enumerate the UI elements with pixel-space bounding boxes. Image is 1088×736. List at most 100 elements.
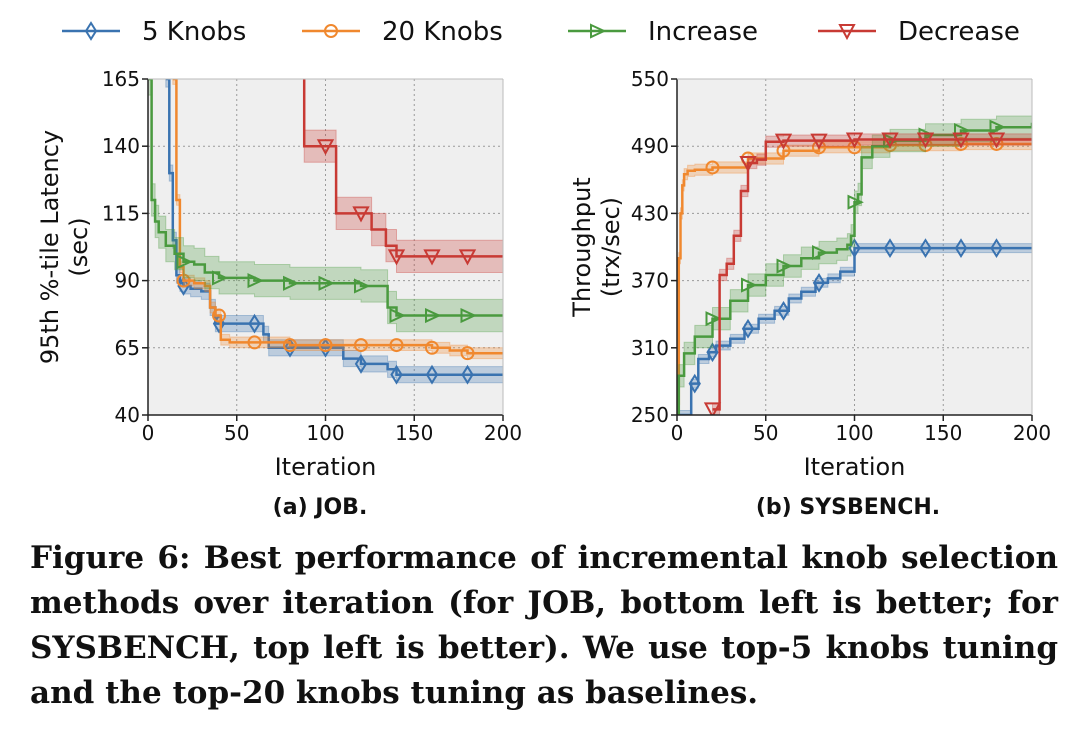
y-tick-label: 310 [631, 336, 669, 360]
series-1-marker-8 [989, 136, 1004, 151]
series-0-marker-8 [461, 364, 474, 385]
series-line-0 [165, 79, 503, 376]
series-0-marker-1 [706, 342, 719, 363]
x-axis-label: Iteration [804, 453, 906, 481]
y-axis-label-line: 95th %-tile Latency [36, 130, 64, 364]
x-tick-label: 0 [142, 421, 155, 445]
y-axis-label-line: (sec) [65, 217, 93, 276]
series-3-marker-8 [987, 132, 1006, 149]
series-band-0 [165, 79, 503, 384]
chart-panel-b: 0 50 100 150 200 250 310 370 430 490 550 Iteration T… [568, 67, 1051, 481]
series-3-marker-6 [916, 132, 935, 149]
series-2-marker-1 [212, 270, 229, 286]
series-0-marker-7 [425, 364, 439, 385]
x-axis-label: Iteration [275, 453, 377, 481]
series-3-marker-2 [387, 249, 406, 266]
series-2-marker-0 [705, 311, 722, 327]
y-tick-label: 140 [102, 134, 140, 158]
series-1-marker-6 [389, 338, 404, 353]
series-3-marker-0 [703, 402, 722, 415]
series-1-marker-1 [212, 308, 226, 323]
series-group [677, 111, 1032, 415]
series-1-marker-2 [776, 143, 791, 158]
series-2-marker-1 [741, 277, 758, 293]
series-0-marker-4 [812, 272, 826, 293]
legend-label-2: Increase [648, 17, 758, 47]
series-3-marker-1 [352, 206, 370, 223]
series-line-3 [712, 138, 1032, 411]
series-0-marker-6 [390, 364, 403, 385]
series-0-marker-2 [741, 318, 755, 339]
series-3-marker-3 [810, 133, 828, 150]
subcaption-b: (b) SYSBENCH. [755, 495, 941, 520]
series-0-marker-9 [990, 238, 1003, 259]
series-2-marker-2 [247, 273, 264, 289]
x-tick-label: 50 [753, 421, 778, 445]
x-tick-label: 200 [484, 421, 522, 445]
series-2-marker-7 [425, 307, 442, 324]
x-tick-label: 0 [671, 421, 684, 445]
y-tick-label: 115 [102, 201, 140, 225]
series-2-marker-3 [283, 275, 300, 291]
legend-marker-1 [324, 24, 338, 38]
y-tick-label: 490 [631, 134, 669, 158]
legend-label-3: Decrease [898, 17, 1020, 47]
x-tick-label: 200 [1013, 421, 1051, 445]
series-0-marker-7 [919, 238, 932, 259]
series-1-marker-7 [954, 136, 968, 151]
legend-label-1: 20 Knobs [382, 17, 503, 47]
figure: 5 Knobs 20 Knobs Increase Decrease 0 50 100 150… [36, 17, 1051, 481]
series-band-1 [172, 79, 503, 360]
series-2-marker-8 [989, 119, 1006, 135]
series-1-marker-0 [176, 273, 191, 288]
series-2-marker-8 [460, 307, 477, 324]
legend-marker-3 [838, 24, 856, 41]
y-axis-label: Throughput(trx/sec) [568, 177, 625, 317]
series-1-marker-4 [318, 338, 333, 353]
series-1-marker-3 [283, 338, 297, 353]
series-3-marker-7 [952, 132, 970, 149]
series-0-marker-8 [954, 238, 968, 259]
series-line-1 [172, 79, 503, 355]
series-2-marker-3 [812, 245, 829, 261]
subcaption-a: (a) JOB. [272, 495, 368, 520]
series-0-marker-5 [354, 354, 368, 374]
legend: 5 Knobs 20 Knobs Increase Decrease [62, 17, 1020, 47]
series-2-marker-0 [176, 254, 193, 270]
y-tick-label: 165 [102, 67, 140, 91]
y-tick-label: 250 [631, 403, 669, 427]
series-2-marker-4 [847, 194, 864, 210]
series-group [148, 79, 503, 385]
series-band-2 [148, 79, 503, 333]
series-3-marker-3 [423, 249, 441, 266]
legend-marker-0 [84, 21, 98, 41]
series-line-2 [148, 79, 503, 317]
x-tick-label: 150 [395, 421, 433, 445]
y-axis-label-line: (trx/sec) [597, 197, 625, 297]
y-tick-label: 550 [631, 67, 669, 91]
x-tick-label: 150 [924, 421, 962, 445]
series-0-marker-2 [248, 313, 261, 334]
series-0-marker-0 [177, 276, 190, 296]
legend-label-0: 5 Knobs [142, 17, 246, 47]
y-tick-label: 65 [115, 336, 140, 360]
series-1-marker-0 [705, 160, 720, 175]
series-band-3 [303, 79, 503, 273]
series-0-marker-3 [777, 300, 790, 321]
series-2-marker-6 [389, 307, 406, 324]
legend-marker-2 [590, 23, 607, 39]
chart-panel-a: 0 50 100 150 200 40 65 90 115 140 165 Iteration 95th… [36, 67, 522, 481]
series-1-marker-7 [425, 340, 439, 355]
series-2-marker-2 [776, 258, 793, 274]
y-tick-label: 430 [631, 201, 669, 225]
series-3-marker-4 [458, 249, 477, 266]
series-0-marker-6 [883, 238, 897, 259]
y-tick-label: 40 [115, 403, 140, 427]
series-3-marker-2 [774, 133, 793, 150]
figure-caption: Figure 6: Best performance of incrementa… [30, 540, 1058, 711]
y-axis-label-line: Throughput [568, 177, 596, 317]
series-2-marker-5 [354, 278, 371, 294]
series-2-marker-4 [318, 275, 335, 291]
series-3-marker-0 [316, 139, 335, 156]
series-3-marker-1 [739, 156, 757, 173]
